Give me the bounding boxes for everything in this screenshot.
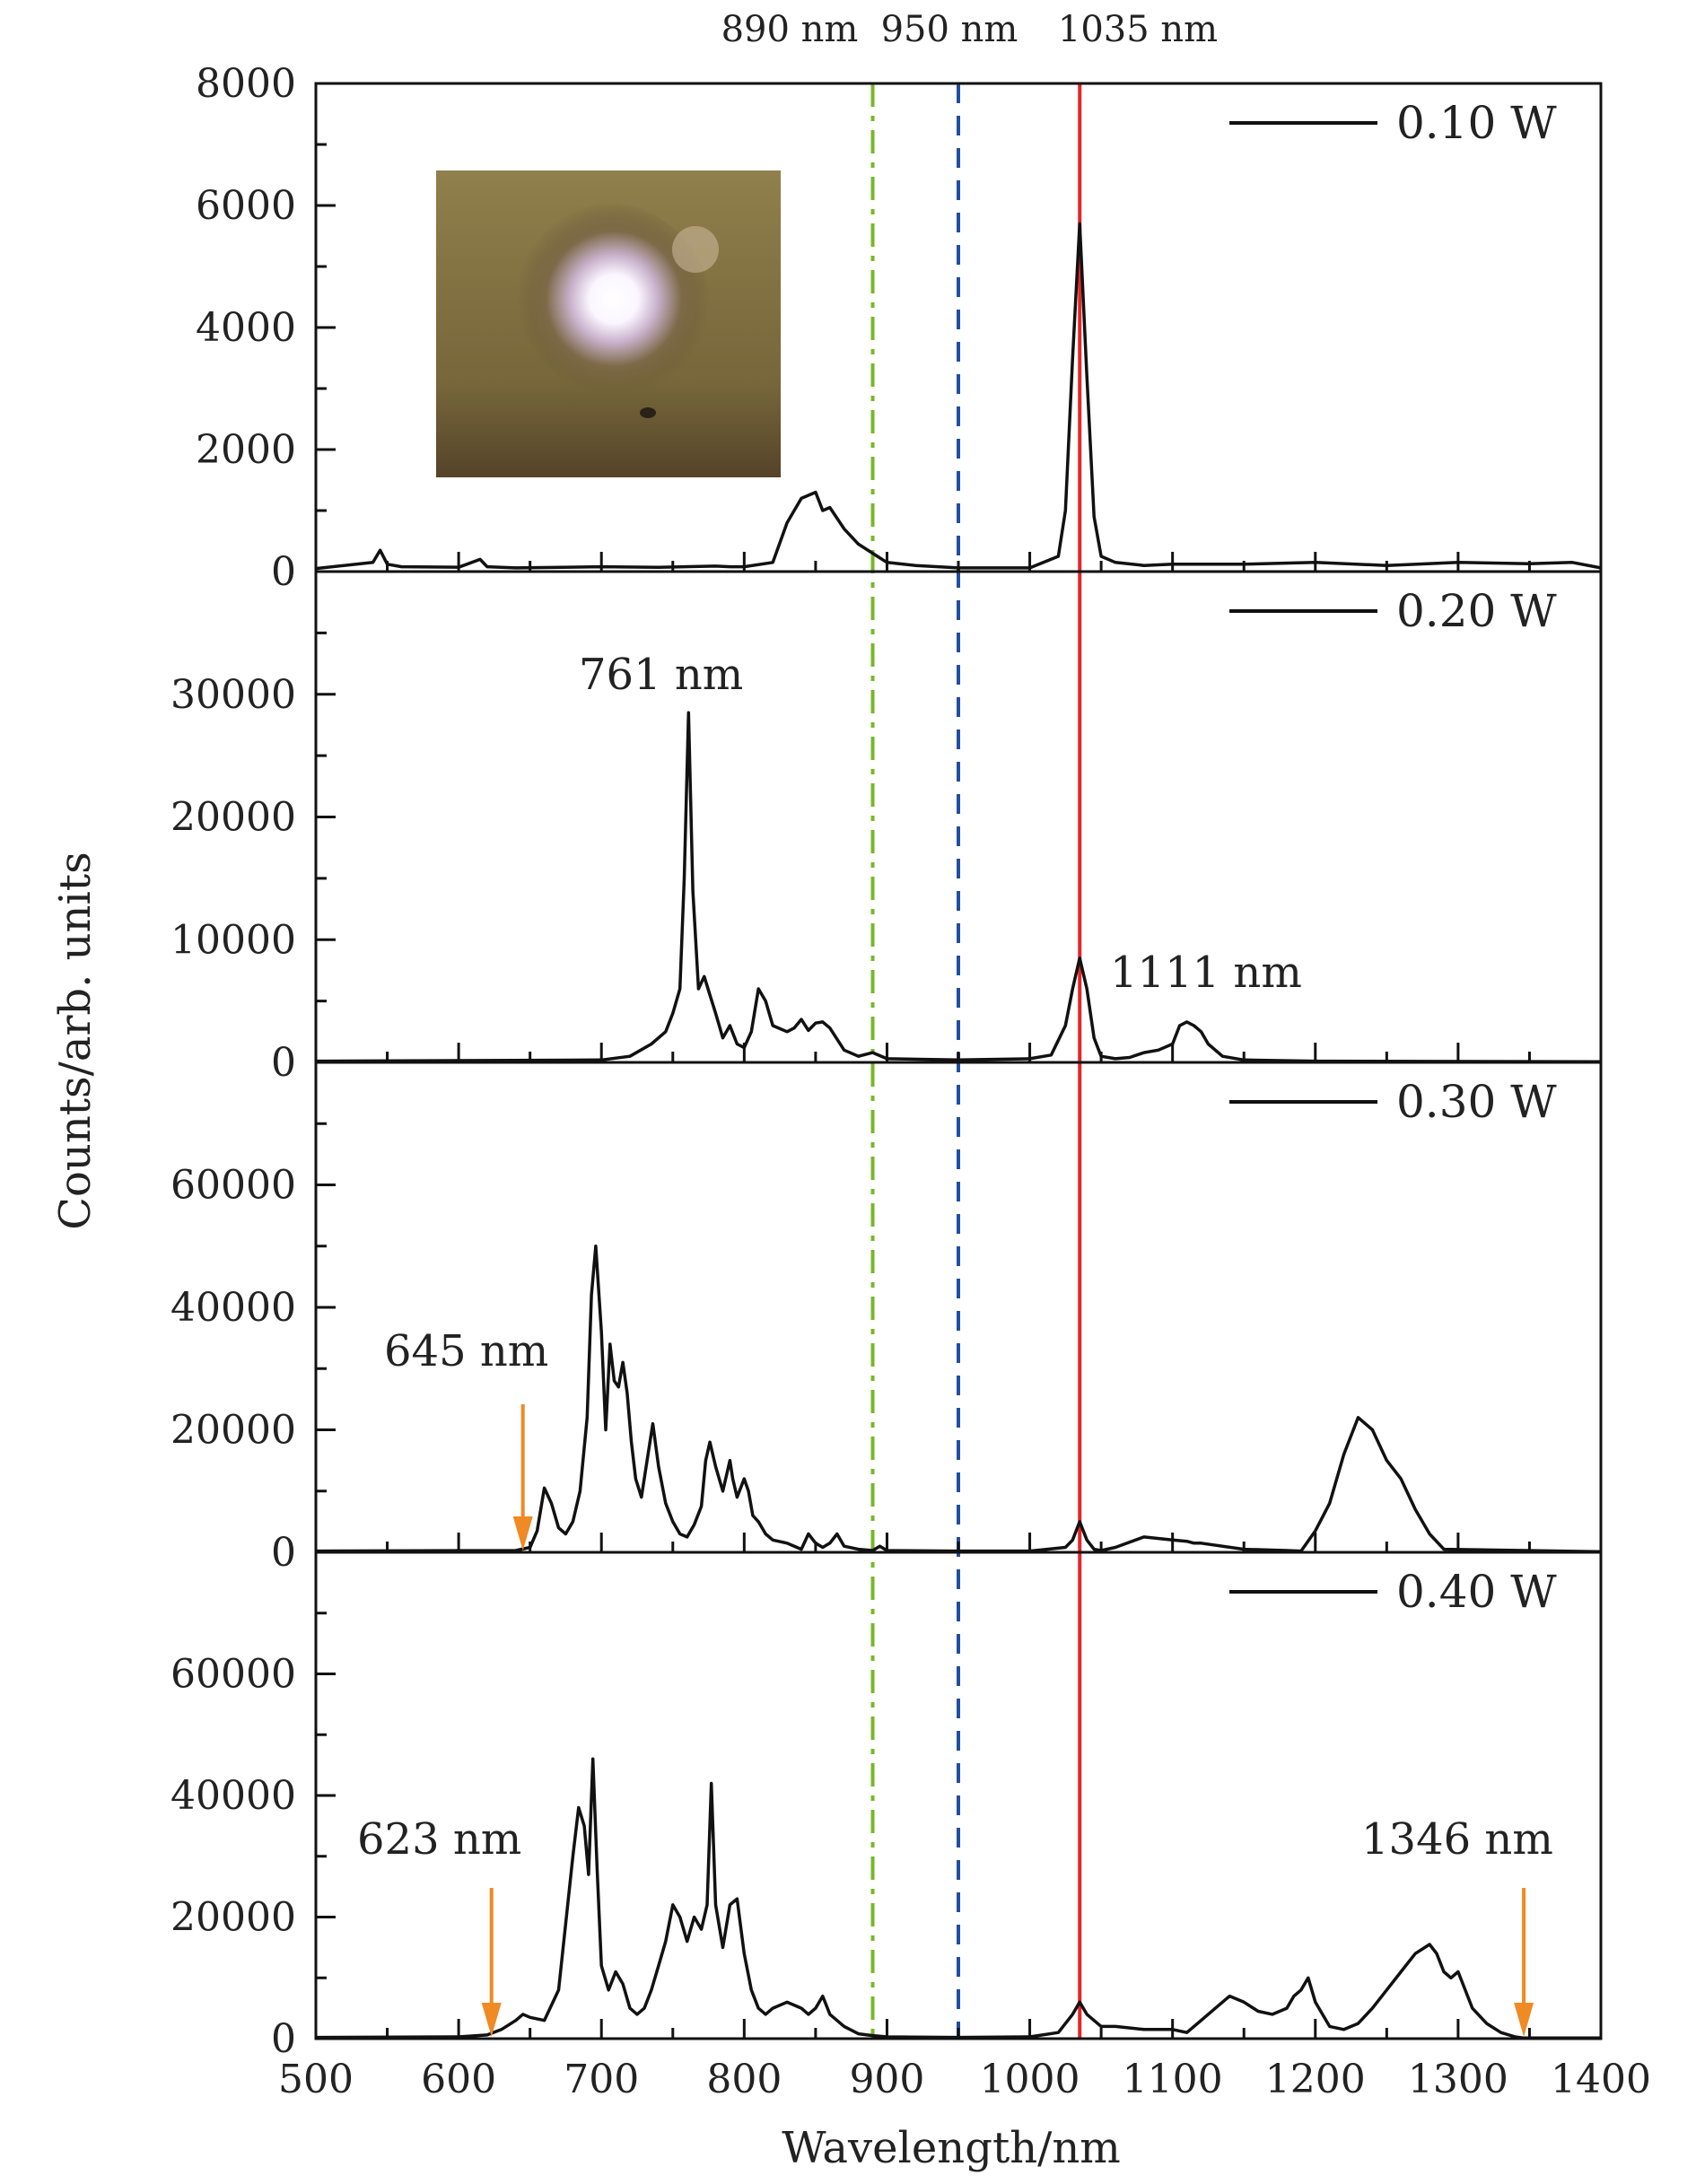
y-tick-label: 6000	[196, 183, 296, 229]
y-tick-label: 30000	[170, 672, 296, 718]
x-tick-label: 1200	[1265, 2057, 1366, 2102]
legend-label: 0.20 W	[1396, 585, 1557, 637]
y-tick-label: 40000	[170, 1285, 296, 1331]
y-tick-label: 8000	[196, 61, 296, 107]
legend-label: 0.40 W	[1396, 1566, 1557, 1618]
panel-2: 0 10000 20000 30000 0.20 W	[170, 570, 1603, 1086]
top-label-1035: 1035 nm	[1058, 9, 1218, 50]
arrow-head	[512, 1516, 533, 1551]
legend-label: 0.10 W	[1396, 97, 1557, 149]
annotation-1346nm: 1346 nm	[1361, 1814, 1553, 1865]
x-tick-label: 800	[706, 2057, 782, 2102]
annotation-1111nm: 1111 nm	[1110, 948, 1302, 998]
x-tick-label: 700	[564, 2057, 639, 2102]
y-tick-label: 40000	[170, 1773, 296, 1819]
top-label-950: 950 nm	[881, 9, 1018, 50]
x-tick-label: 1100	[1123, 2057, 1223, 2102]
x-axis-label: Wavelength/nm	[782, 2123, 1121, 2173]
x-tick-label: 900	[849, 2057, 924, 2102]
y-tick-label: 0	[271, 1040, 296, 1086]
top-label-890: 890 nm	[721, 9, 859, 50]
panel-3: 0 20000 40000 60000 0.30 W	[170, 1061, 1603, 1576]
x-tick-label: 500	[278, 2057, 354, 2102]
annotation-623nm: 623 nm	[357, 1814, 521, 1865]
spectrum-line	[315, 711, 1602, 1064]
y-tick-label: 0	[271, 2016, 296, 2062]
y-tick-label: 2000	[196, 427, 296, 473]
y-tick-label: 20000	[170, 1895, 296, 1941]
x-axis: 500 600 700 800 900 1000 1100 1200 1300 1400	[278, 2057, 1651, 2102]
y-tick-label: 60000	[170, 1652, 296, 1698]
arrow-head	[1514, 2003, 1534, 2037]
spectrum-line	[315, 1245, 1602, 1554]
panel-1: 0 2000 4000 6000 8000 0.10 W	[196, 61, 1603, 595]
panel-4: 0 20000 40000 60000 0.40 W	[170, 1551, 1603, 2062]
annotation-761nm: 761 nm	[579, 650, 743, 700]
y-tick-label: 20000	[170, 1408, 296, 1454]
y-tick-label: 20000	[170, 795, 296, 841]
arrow-head	[481, 2003, 502, 2037]
y-tick-label: 0	[271, 1530, 296, 1576]
spectrum-line	[315, 1757, 1601, 2040]
annotation-645nm: 645 nm	[384, 1326, 548, 1376]
inset-photo	[436, 170, 781, 477]
y-tick-label: 60000	[170, 1163, 296, 1209]
legend-label: 0.30 W	[1396, 1076, 1557, 1128]
spectrum-line	[315, 222, 1602, 571]
y-tick-label: 10000	[170, 917, 296, 963]
x-tick-label: 1300	[1408, 2057, 1508, 2102]
arrow-623nm	[481, 1888, 502, 2037]
y-tick-label: 0	[271, 549, 296, 595]
x-tick-label: 600	[421, 2057, 496, 2102]
x-tick-label: 1000	[980, 2057, 1080, 2102]
x-tick-label: 1400	[1551, 2057, 1651, 2102]
y-axis-label: Counts/arb. units	[50, 852, 101, 1229]
arrow-645nm	[512, 1404, 533, 1551]
arrow-1346nm	[1514, 1888, 1534, 2037]
y-tick-label: 4000	[196, 305, 296, 351]
